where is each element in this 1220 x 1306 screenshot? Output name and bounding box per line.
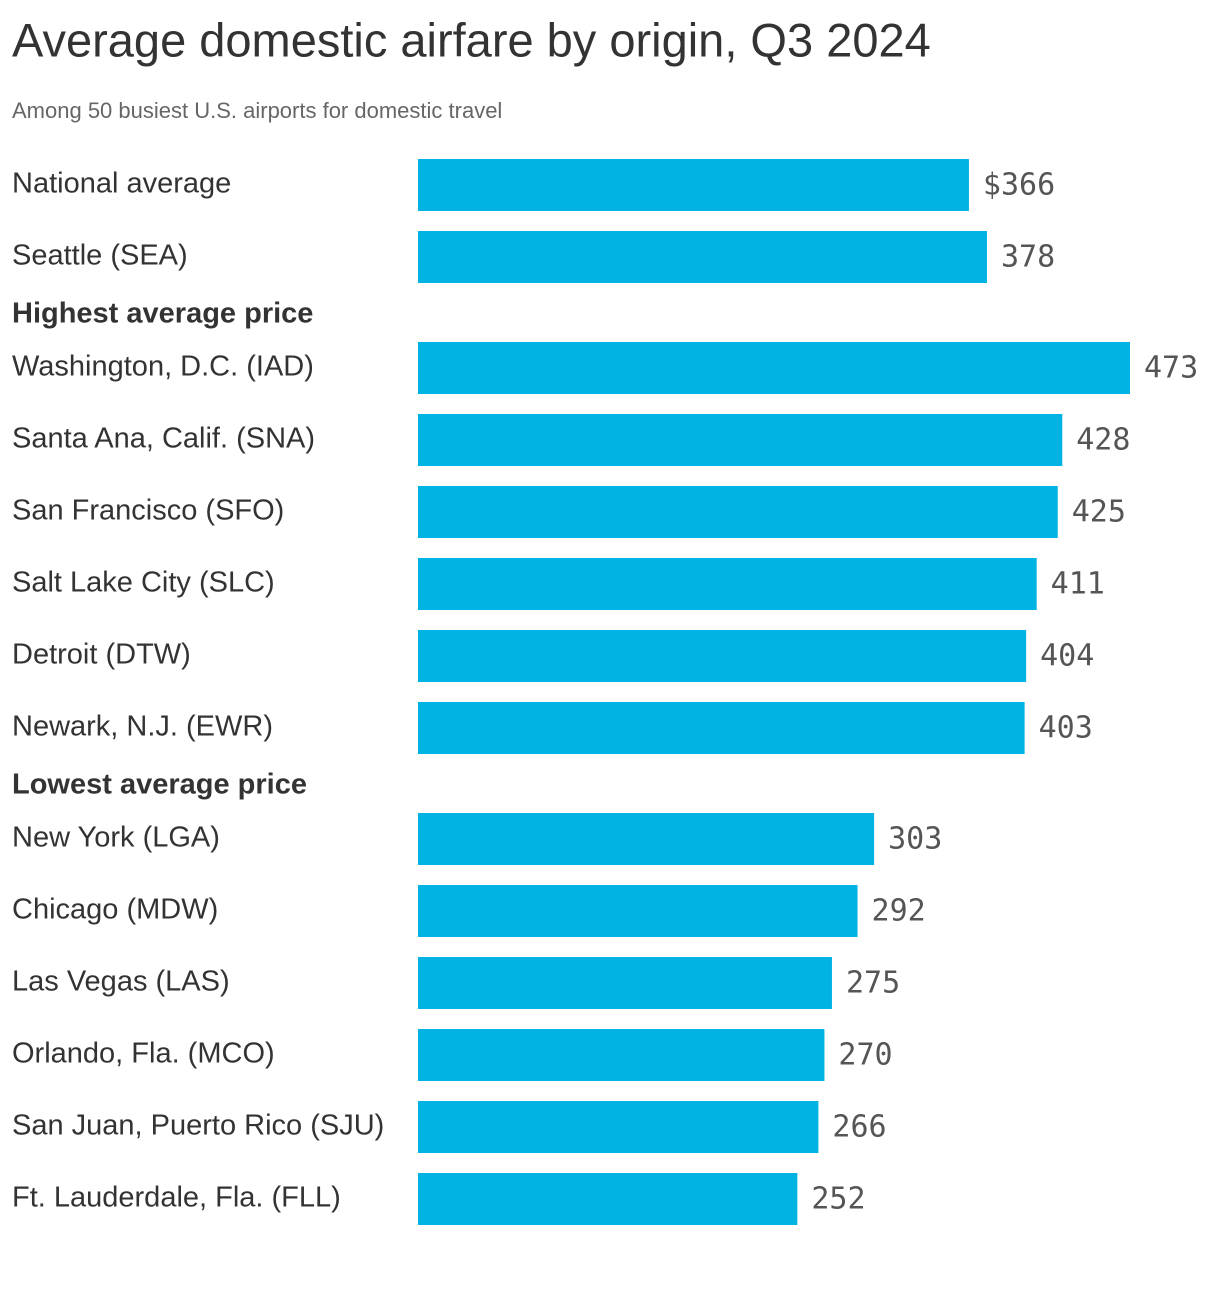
value-label: 303 — [888, 822, 942, 857]
category-label: San Juan, Puerto Rico (SJU) — [12, 1110, 384, 1142]
bar — [418, 414, 1063, 466]
value-label: 292 — [872, 894, 926, 929]
bar — [418, 885, 858, 937]
value-label: 266 — [832, 1110, 886, 1145]
value-label: 411 — [1051, 567, 1105, 602]
group-label: Highest average price — [12, 298, 313, 330]
value-label: 403 — [1039, 711, 1093, 746]
category-label: Salt Lake City (SLC) — [12, 567, 275, 599]
category-label: Newark, N.J. (EWR) — [12, 711, 273, 743]
bar — [418, 1029, 825, 1081]
category-label: Santa Ana, Calif. (SNA) — [12, 423, 315, 455]
value-label: 252 — [811, 1182, 865, 1217]
category-label: Washington, D.C. (IAD) — [12, 351, 314, 383]
bar — [418, 231, 987, 283]
bar — [418, 342, 1130, 394]
value-label: 473 — [1144, 351, 1198, 386]
value-label: 428 — [1076, 423, 1130, 458]
category-label: Chicago (MDW) — [12, 894, 218, 926]
category-label: Detroit (DTW) — [12, 639, 191, 671]
bar — [418, 486, 1058, 538]
bar — [418, 957, 832, 1009]
value-label: 425 — [1072, 495, 1126, 530]
value-label: 404 — [1040, 639, 1094, 674]
category-label: San Francisco (SFO) — [12, 495, 284, 527]
category-label: Seattle (SEA) — [12, 240, 188, 272]
chart-subtitle: Among 50 busiest U.S. airports for domes… — [12, 98, 502, 123]
category-label: New York (LGA) — [12, 822, 220, 854]
bar — [418, 630, 1027, 682]
value-label: 270 — [838, 1038, 892, 1073]
bar — [418, 1101, 819, 1153]
value-label: 378 — [1001, 240, 1055, 275]
category-label: Las Vegas (LAS) — [12, 966, 230, 998]
value-label: $366 — [983, 168, 1055, 203]
value-label: 275 — [846, 966, 900, 1001]
bar — [418, 558, 1037, 610]
category-label: National average — [12, 168, 231, 200]
category-label: Ft. Lauderdale, Fla. (FLL) — [12, 1182, 341, 1214]
chart-title: Average domestic airfare by origin, Q3 2… — [12, 13, 931, 66]
bar — [418, 702, 1025, 754]
group-label: Lowest average price — [12, 769, 307, 801]
bar — [418, 159, 969, 211]
bar — [418, 1173, 798, 1225]
bar — [418, 813, 875, 865]
category-label: Orlando, Fla. (MCO) — [12, 1038, 275, 1070]
